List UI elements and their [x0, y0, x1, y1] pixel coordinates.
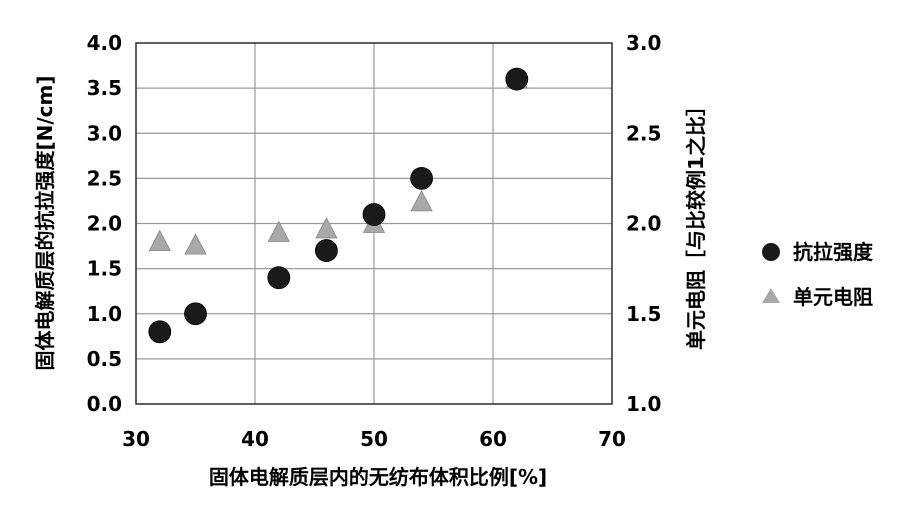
y-axis-right-title: 单元电阻［与比较例1之比］: [684, 96, 708, 350]
y-right-tick-label: 2.0: [626, 212, 661, 236]
x-tick-label: 70: [598, 427, 626, 451]
legend-item-cell-resistance: 单元电阻: [762, 285, 873, 309]
y-left-tick-label: 1.5: [87, 257, 122, 281]
y-left-tick-label: 0.0: [87, 392, 122, 416]
y-left-tick-label: 0.5: [87, 347, 122, 371]
tensile-strength-point: [315, 240, 337, 262]
cell-resistance-point: [185, 234, 206, 254]
y-left-tick-label: 4.0: [87, 31, 122, 55]
x-tick-label: 40: [241, 427, 269, 451]
x-axis-title: 固体电解质层内的无纺布体积比例[%]: [209, 465, 547, 489]
y-left-tick-label: 3.0: [87, 121, 122, 145]
legend-marker-tensile-strength: [762, 243, 780, 261]
tensile-strength-point: [363, 203, 385, 225]
cell-resistance-point: [149, 231, 170, 251]
tensile-strength-point: [149, 321, 171, 343]
y-right-tick-label: 2.5: [626, 121, 661, 145]
x-tick-label: 30: [122, 427, 150, 451]
y-right-tick-label: 1.5: [626, 302, 661, 326]
y-left-tick-label: 3.5: [87, 76, 122, 100]
y-left-tick-label: 2.0: [87, 212, 122, 236]
legend-label-cell-resistance: 单元电阻: [793, 285, 873, 309]
x-tick-label: 60: [479, 427, 507, 451]
cell-resistance-point: [411, 191, 432, 211]
tensile-strength-point: [411, 167, 433, 189]
y-left-tick-label: 2.5: [87, 166, 122, 190]
legend-marker-cell-resistance: [762, 288, 780, 303]
tensile-strength-point: [506, 68, 528, 90]
y-left-tick-label: 1.0: [87, 302, 122, 326]
legend-item-tensile-strength: 抗拉强度: [762, 240, 874, 264]
cell-resistance-point: [268, 222, 289, 242]
legend: 抗拉强度 单元电阻: [762, 240, 874, 309]
tensile-strength-point: [268, 267, 290, 289]
legend-label-tensile-strength: 抗拉强度: [793, 240, 874, 264]
x-tick-label: 50: [360, 427, 388, 451]
y-right-tick-label: 3.0: [626, 31, 661, 55]
tensile-strength-point: [185, 303, 207, 325]
cell-resistance-point: [316, 218, 337, 238]
y-axis-left-title: 固体电解质层的抗拉强度[N/cm]: [33, 75, 57, 370]
y-right-tick-label: 1.0: [626, 392, 661, 416]
marks-layer: [149, 68, 528, 343]
